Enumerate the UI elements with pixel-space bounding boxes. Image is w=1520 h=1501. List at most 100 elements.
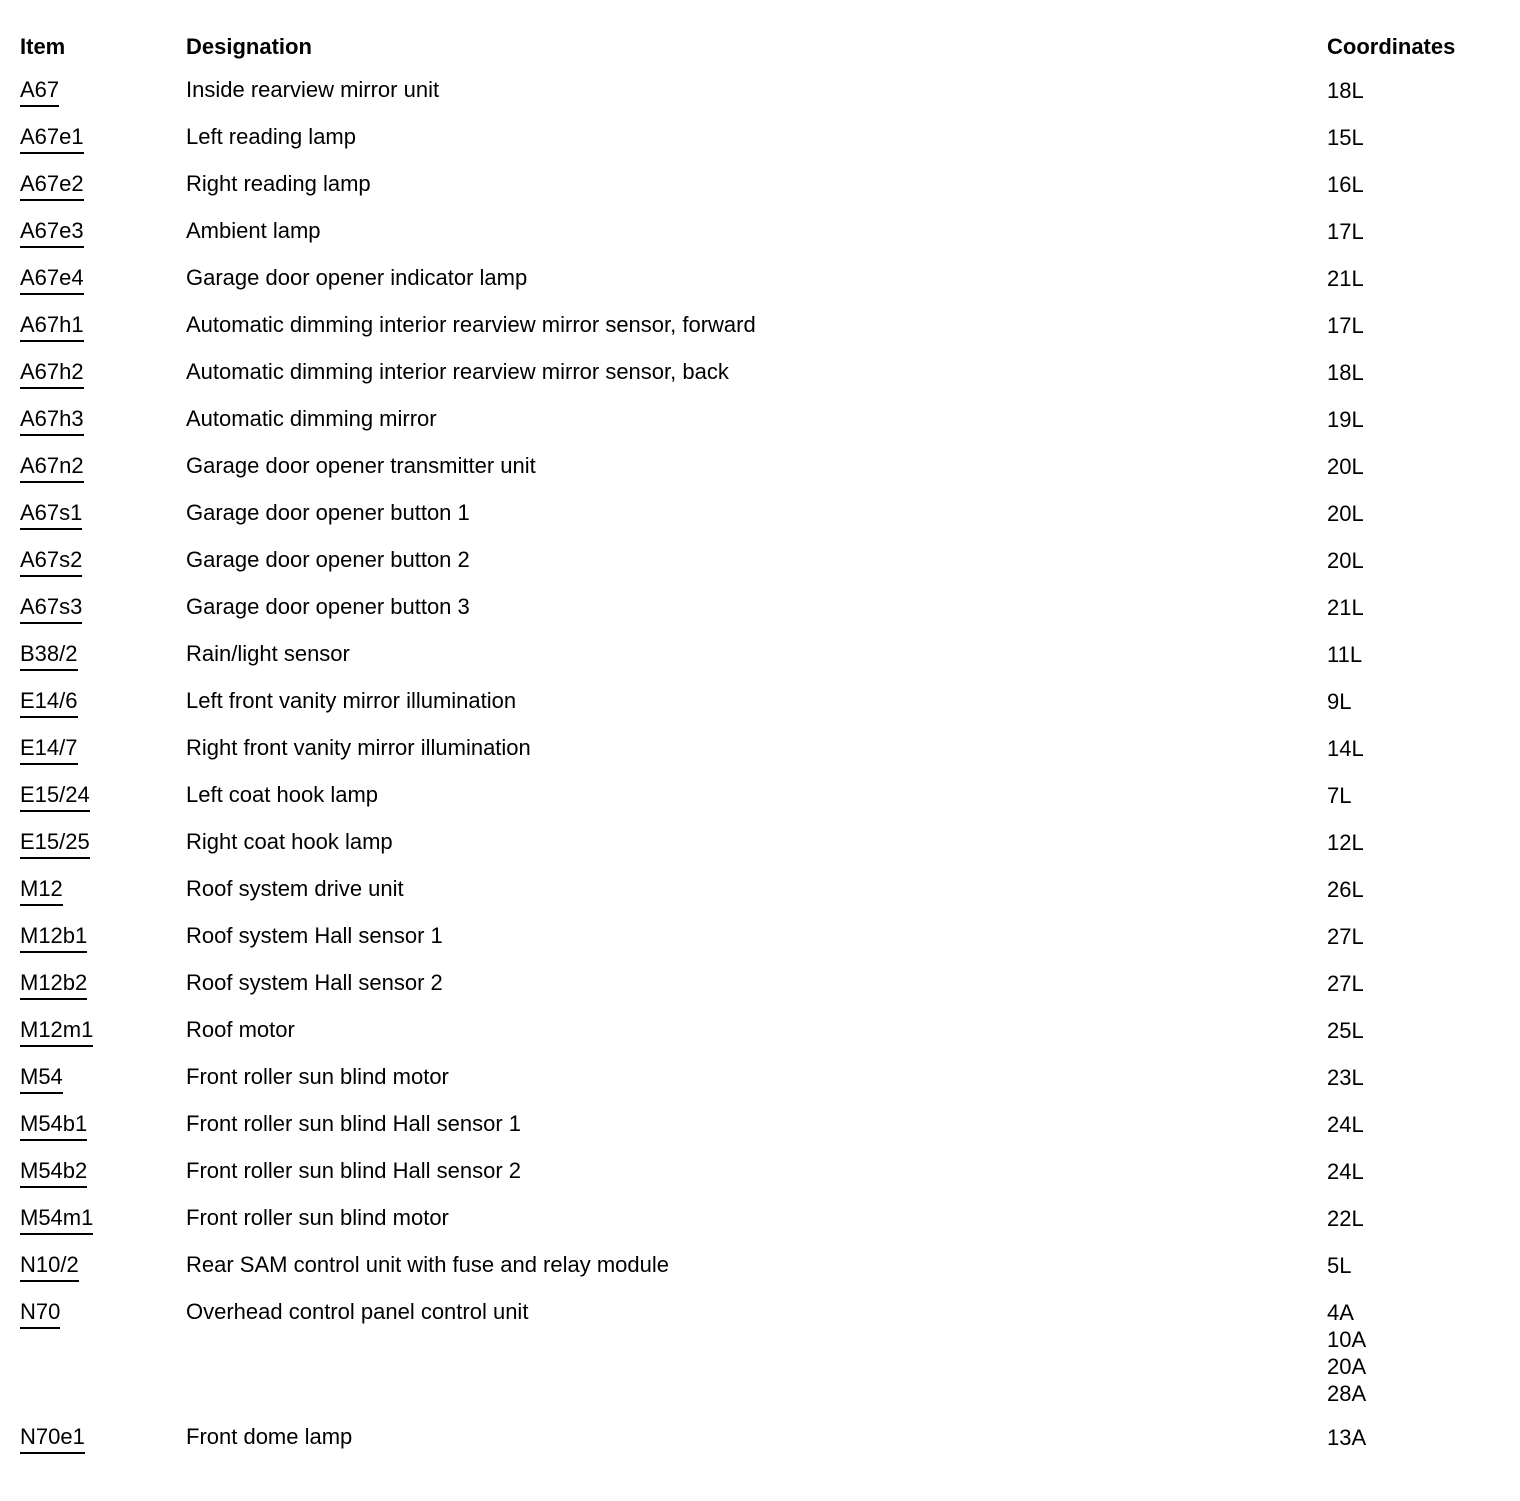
coordinates-cell: 21L <box>1327 265 1520 292</box>
coordinate-value: 12L <box>1327 830 1364 855</box>
coordinate-value: 27L <box>1327 924 1364 949</box>
item-cell: A67h1 <box>20 312 186 342</box>
designation-cell: Roof system Hall sensor 2 <box>186 970 443 995</box>
table-row: M54m1 Front roller sun blind motor 22L <box>20 1205 1520 1235</box>
designation-cell: Right reading lamp <box>186 171 371 196</box>
designation-cell: Garage door opener button 3 <box>186 594 470 619</box>
table-row: M54 Front roller sun blind motor 23L <box>20 1064 1520 1094</box>
coordinates-cell: 19L <box>1327 406 1520 433</box>
coordinates-cell: 24L <box>1327 1111 1520 1138</box>
table-row: A67e1 Left reading lamp 15L <box>20 124 1520 154</box>
item-link[interactable]: M12 <box>20 876 63 906</box>
coordinates-cell: 16L <box>1327 171 1520 198</box>
designation-cell: Overhead control panel control unit <box>186 1299 529 1324</box>
designation-cell: Left front vanity mirror illumination <box>186 688 517 713</box>
table-row: E15/25 Right coat hook lamp 12L <box>20 829 1520 859</box>
coordinate-value: 10A <box>1327 1327 1367 1352</box>
item-link[interactable]: A67s2 <box>20 547 83 577</box>
coordinates-cell: 7L <box>1327 782 1520 809</box>
table-row: A67e3 Ambient lamp 17L <box>20 218 1520 248</box>
item-link[interactable]: A67s3 <box>20 594 83 624</box>
coordinates-cell: 22L <box>1327 1205 1520 1232</box>
item-link[interactable]: A67e1 <box>20 124 84 154</box>
designation-cell: Roof motor <box>186 1017 295 1042</box>
table-row: A67e4 Garage door opener indicator lamp 21… <box>20 265 1520 295</box>
coordinates-cell: 11L <box>1327 641 1520 668</box>
coordinate-value: 21L <box>1327 266 1364 291</box>
designation-cell: Front roller sun blind motor <box>186 1205 449 1230</box>
table-row: E14/7 Right front vanity mirror illuminat… <box>20 735 1520 765</box>
coordinates-cell: 17L <box>1327 218 1520 245</box>
item-link[interactable]: A67e3 <box>20 218 84 248</box>
coordinate-value: 4A <box>1327 1300 1354 1325</box>
designation-cell: Ambient lamp <box>186 218 321 243</box>
item-link[interactable]: E14/7 <box>20 735 78 765</box>
item-cell: A67e2 <box>20 171 186 201</box>
designation-cell: Right coat hook lamp <box>186 829 393 854</box>
table-row: A67h2 Automatic dimming interior rearview… <box>20 359 1520 389</box>
designation-cell: Automatic dimming interior rearview mirr… <box>186 359 729 384</box>
item-link[interactable]: A67e4 <box>20 265 84 295</box>
item-link[interactable]: A67e2 <box>20 171 84 201</box>
table-body: A67 Inside rearview mirror unit 18L A67e1 Le… <box>20 77 1520 1454</box>
item-link[interactable]: B38/2 <box>20 641 78 671</box>
table-header: Item Designation Coordinates <box>20 34 1520 60</box>
designation-cell: Roof system Hall sensor 1 <box>186 923 443 948</box>
table-row: M12b1 Roof system Hall sensor 1 27L <box>20 923 1520 953</box>
item-link[interactable]: A67h3 <box>20 406 84 436</box>
coordinates-cell: 23L <box>1327 1064 1520 1091</box>
table-row: N10/2 Rear SAM control unit with fuse and… <box>20 1252 1520 1282</box>
table-row: E15/24 Left coat hook lamp 7L <box>20 782 1520 812</box>
item-link[interactable]: N70 <box>20 1299 61 1329</box>
designation-cell: Garage door opener indicator lamp <box>186 265 528 290</box>
item-link[interactable]: A67n2 <box>20 453 84 483</box>
coordinates-cell: 12L <box>1327 829 1520 856</box>
coordinate-value: 21L <box>1327 595 1364 620</box>
item-cell: N70 <box>20 1299 186 1329</box>
item-link[interactable]: M54m1 <box>20 1205 94 1235</box>
item-link[interactable]: N10/2 <box>20 1252 79 1282</box>
item-link[interactable]: E15/24 <box>20 782 90 812</box>
item-cell: A67s1 <box>20 500 186 530</box>
item-cell: A67n2 <box>20 453 186 483</box>
item-cell: M54b2 <box>20 1158 186 1188</box>
item-link[interactable]: A67 <box>20 77 60 107</box>
table-row: A67s2 Garage door opener button 2 20L <box>20 547 1520 577</box>
designation-cell: Inside rearview mirror unit <box>186 77 440 102</box>
item-link[interactable]: M12b1 <box>20 923 88 953</box>
item-link[interactable]: M12b2 <box>20 970 88 1000</box>
item-cell: E14/6 <box>20 688 186 718</box>
coordinate-value: 28A <box>1327 1381 1367 1406</box>
item-cell: N70e1 <box>20 1424 186 1454</box>
designation-cell: Roof system drive unit <box>186 876 404 901</box>
column-header-coordinates: Coordinates <box>1327 34 1456 59</box>
designation-cell: Rain/light sensor <box>186 641 350 666</box>
item-link[interactable]: M54 <box>20 1064 63 1094</box>
designation-cell: Left reading lamp <box>186 124 356 149</box>
designation-cell: Front roller sun blind Hall sensor 1 <box>186 1111 522 1136</box>
table-row: M54b2 Front roller sun blind Hall sensor … <box>20 1158 1520 1188</box>
coordinate-value: 24L <box>1327 1112 1364 1137</box>
item-cell: E15/25 <box>20 829 186 859</box>
item-link[interactable]: E14/6 <box>20 688 78 718</box>
designation-cell: Right front vanity mirror illumination <box>186 735 531 760</box>
item-cell: M54b1 <box>20 1111 186 1141</box>
item-cell: E15/24 <box>20 782 186 812</box>
column-header-item: Item <box>20 34 66 59</box>
coordinate-value: 19L <box>1327 407 1364 432</box>
table-row: M54b1 Front roller sun blind Hall sensor … <box>20 1111 1520 1141</box>
item-link[interactable]: A67s1 <box>20 500 83 530</box>
table-row: A67s1 Garage door opener button 1 20L <box>20 500 1520 530</box>
item-link[interactable]: A67h1 <box>20 312 84 342</box>
item-link[interactable]: M54b2 <box>20 1158 88 1188</box>
designation-cell: Garage door opener button 2 <box>186 547 470 572</box>
item-link[interactable]: M12m1 <box>20 1017 94 1047</box>
item-link[interactable]: M54b1 <box>20 1111 88 1141</box>
item-link[interactable]: E15/25 <box>20 829 90 859</box>
item-link[interactable]: A67h2 <box>20 359 84 389</box>
coordinate-value: 17L <box>1327 313 1364 338</box>
table-row: A67n2 Garage door opener transmitter unit… <box>20 453 1520 483</box>
item-cell: A67e1 <box>20 124 186 154</box>
item-link[interactable]: N70e1 <box>20 1424 85 1454</box>
